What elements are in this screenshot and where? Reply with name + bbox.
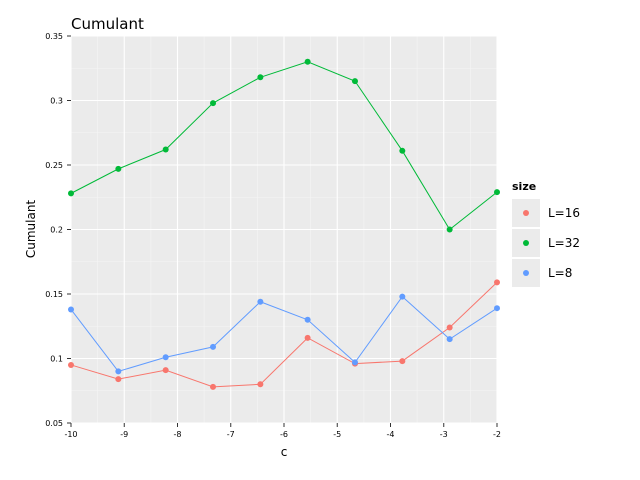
data-point-l-16 [399,358,406,365]
data-point-l-8 [68,306,74,313]
series-line-l-8 [70,295,498,372]
legend-label: L=32 [548,236,580,250]
data-point-l-32 [446,226,453,233]
data-point-l-8 [210,343,217,350]
y-tick-label: 0.35 [45,32,63,41]
legend-label: L=16 [548,206,580,220]
data-point-l-8 [446,336,453,343]
x-tick-label: -2 [493,430,501,439]
legend-marker [523,210,529,216]
x-tick-label: -5 [333,430,341,439]
legend-marker [523,270,529,276]
chart-title: Cumulant [71,15,144,33]
y-tick-label: 0.25 [45,161,63,170]
x-tick-label: -9 [120,430,128,439]
data-point-l-16 [257,381,264,388]
data-point-l-8 [115,368,122,375]
data-point-l-32 [210,100,217,107]
x-tick-label: -4 [387,430,395,439]
x-axis-title: c [281,445,288,459]
data-point-l-32 [115,165,122,172]
data-point-l-32 [399,147,406,154]
legend-marker [523,240,529,246]
y-tick-label: 0.2 [50,226,63,235]
y-tick-label: 0.15 [45,290,63,299]
data-point-l-16 [162,367,169,374]
x-tick-label: -6 [280,430,288,439]
data-point-l-8 [494,305,500,312]
data-point-l-32 [68,190,74,197]
data-point-l-16 [115,376,122,383]
series-layer [68,58,500,390]
data-point-l-8 [399,293,406,300]
y-axis-title: Cumulant [24,200,38,259]
data-point-l-32 [304,58,311,65]
y-tick-label: 0.1 [50,355,63,364]
series-l-8 [68,293,500,375]
data-point-l-16 [68,361,74,368]
data-point-l-8 [304,316,311,323]
y-tick-label: 0.3 [50,97,63,106]
y-axis: 0.05 0.1 0.15 0.2 0.25 0.3 0.35 [45,32,71,428]
data-point-l-32 [257,74,264,81]
x-tick-label: -7 [227,430,235,439]
series-line-l-16 [70,282,498,388]
data-point-l-16 [494,279,500,286]
data-point-l-32 [162,146,169,153]
y-tick-label: 0.05 [45,419,63,428]
legend: size L=16 L=32 L=8 [512,180,580,287]
x-axis: -10 -9 -8 -7 -6 -5 -4 -3 -2 [64,423,501,439]
legend-title: size [512,180,536,193]
data-point-l-8 [257,298,264,305]
data-point-l-16 [446,324,453,331]
data-point-l-16 [304,334,311,341]
legend-item-l-32: L=32 [512,229,580,257]
x-tick-label: -10 [64,430,77,439]
series-line-l-32 [70,61,498,231]
data-point-l-16 [210,383,217,390]
legend-item-l-16: L=16 [512,199,580,227]
data-point-l-32 [494,189,500,196]
data-point-l-32 [351,78,358,85]
data-point-l-8 [351,359,358,366]
legend-item-l-8: L=8 [512,259,572,287]
legend-label: L=8 [548,266,572,280]
x-tick-label: -8 [174,430,182,439]
data-point-l-8 [162,354,169,361]
x-tick-label: -3 [440,430,448,439]
series-l-32 [68,58,500,233]
